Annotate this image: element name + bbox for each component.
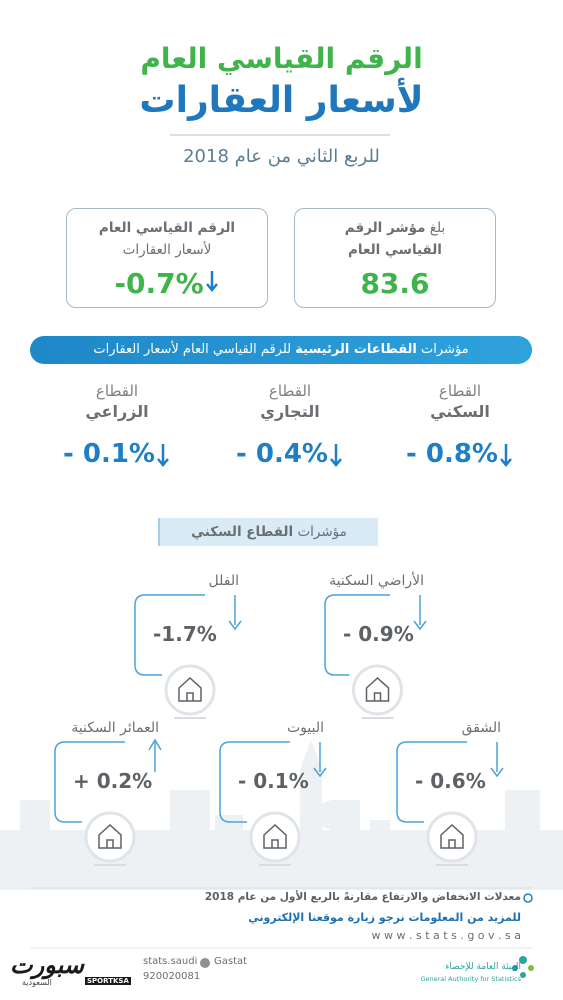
org-name: General Authority for Statistics <box>420 975 521 983</box>
sector-value: - 0.8% <box>385 439 535 469</box>
banner: مؤشرات القطاعات الرئيسية للرقم القياسي ا… <box>30 336 532 364</box>
brand: سبورت <box>10 951 84 979</box>
social-icons <box>200 958 210 968</box>
icon-circle <box>426 811 478 863</box>
icon <box>440 823 464 849</box>
card-label: الرقم القياسي العام لأسعار العقارات <box>67 217 267 261</box>
icon <box>365 676 390 702</box>
sector-word: القطاع <box>438 382 482 400</box>
subtitle: للربع الثاني من عام 2018 <box>183 146 380 167</box>
brackets <box>54 594 504 866</box>
bracket <box>134 594 205 676</box>
brand: SPORTKSA <box>85 977 131 985</box>
arrow-shape <box>500 443 512 467</box>
arrow <box>313 767 327 778</box>
text: الرقم القياسي العام <box>98 220 236 236</box>
footnote: معدلات الانخفاض والارتفاع مقارنةً بالربع… <box>204 891 521 903</box>
website: w w w . s t a t s . g o v . s a <box>371 929 521 942</box>
bullet <box>523 893 533 903</box>
sector-name: الزراعي <box>85 402 149 421</box>
sector-value: - 0.1% <box>42 439 192 469</box>
item-value: - 0.6% <box>415 769 486 793</box>
text: مؤشرات <box>297 524 347 540</box>
icon-circle <box>352 664 403 716</box>
social: stats.saudi <box>143 956 198 967</box>
card-label: بلغ مؤشر الرقم القياسي العام <box>295 217 495 261</box>
bracket <box>324 594 390 676</box>
title: لأسعار العقارات <box>139 80 424 121</box>
item-label: البيوت <box>286 720 324 736</box>
arrow <box>148 738 162 751</box>
icon <box>263 823 287 849</box>
text: القطاعات الرئيسية <box>295 342 417 357</box>
text: القياسي العام <box>348 242 442 258</box>
item-label: العمائر السكنية <box>71 720 159 736</box>
card-value: 83.6 <box>360 267 430 300</box>
item-value: + 0.2% <box>73 769 153 793</box>
arrow <box>330 443 342 467</box>
card-value: -0.7% <box>67 267 267 300</box>
sector: القطاع الزراعي - 0.1% <box>42 382 192 469</box>
bracket <box>396 741 467 823</box>
sector-value: - 0.4% <box>215 439 365 469</box>
text: لأسعار العقارات <box>122 242 212 258</box>
sector-name: التجاري <box>260 402 320 421</box>
icon-circle <box>164 664 216 716</box>
text: للرقم القياسي العام لأسعار العقارات <box>93 342 292 357</box>
brand: السعودية <box>22 978 52 987</box>
arrow <box>500 443 512 467</box>
bracket <box>219 741 290 823</box>
card: الرقم القياسي العام لأسعار العقارات -0.7% <box>66 208 268 308</box>
sector: القطاع التجاري - 0.4% <box>215 382 365 469</box>
text: مؤشرات <box>421 342 469 357</box>
sector-word: القطاع <box>95 382 139 400</box>
item-value: - 0.9% <box>343 622 414 646</box>
icon <box>98 823 122 849</box>
icon <box>178 676 202 702</box>
item-value: - 0.1% <box>238 769 309 793</box>
arrow-shape <box>330 443 342 467</box>
icon-circle <box>249 811 301 863</box>
more-info: للمزيد من المعلومات نرجو زيارة موقعنا ال… <box>248 911 521 924</box>
text: - 0.4% <box>236 439 328 469</box>
arrow <box>413 620 427 631</box>
text: القطاع السكني <box>191 524 294 540</box>
arrow <box>228 620 242 631</box>
bracket <box>54 741 125 823</box>
text: مؤشر الرقم <box>344 220 426 236</box>
item-label: الأراضي السكنية <box>329 573 424 589</box>
arrow <box>157 443 169 467</box>
section-header: مؤشرات القطاع السكني <box>158 518 378 546</box>
sector: القطاع السكني - 0.8% <box>385 382 535 469</box>
stats-logo <box>512 956 534 978</box>
phone: 920020081 <box>143 971 201 982</box>
text: بلغ <box>429 220 446 236</box>
sector-word: القطاع <box>268 382 312 400</box>
org-name: الهيئة العامة للإحصاء <box>445 962 521 972</box>
card: بلغ مؤشر الرقم القياسي العام 83.6 <box>294 208 496 308</box>
arrow-down <box>205 271 218 292</box>
arrow <box>490 767 504 778</box>
item-value: -1.7% <box>153 622 217 646</box>
social: Gastat <box>214 956 248 967</box>
icon-circle <box>84 811 136 863</box>
text: - 0.8% <box>406 439 498 469</box>
sector-name: السكني <box>430 402 490 421</box>
text: - 0.1% <box>63 439 155 469</box>
arrow-shape <box>157 443 169 467</box>
item-label: الفلل <box>208 573 239 589</box>
text: -0.7% <box>114 267 204 300</box>
title: الرقم القياسي العام <box>140 42 423 75</box>
item-label: الشقق <box>461 720 501 736</box>
